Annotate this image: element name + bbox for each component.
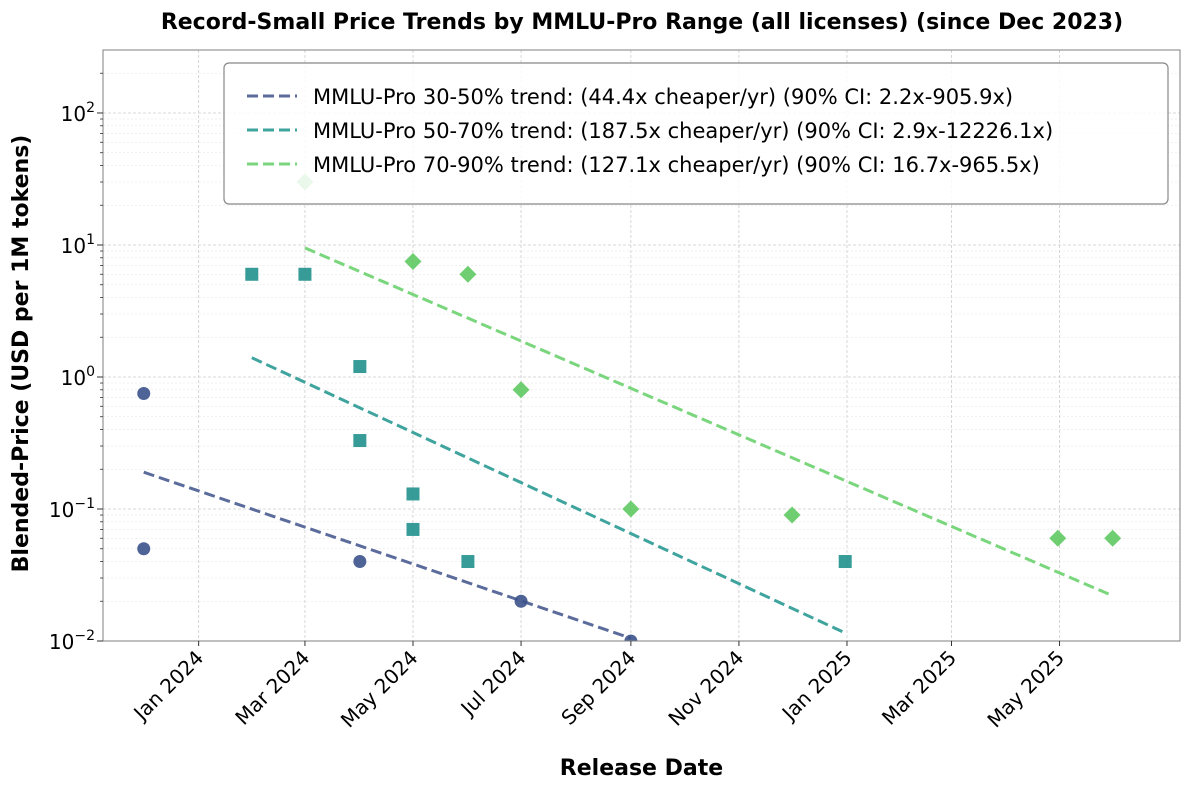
y-tick-label: 10−1 — [49, 496, 95, 522]
data-point — [353, 555, 367, 569]
data-point — [459, 265, 477, 283]
data-point — [624, 634, 638, 641]
y-tick-label: 10−2 — [49, 628, 95, 654]
data-point — [514, 594, 528, 608]
x-tick-label: Nov 2024 — [663, 646, 748, 731]
x-tick-label: Sep 2024 — [556, 646, 640, 730]
data-point — [298, 267, 312, 281]
y-tick-label: 102 — [61, 100, 95, 126]
plot-area-frame — [102, 49, 1181, 642]
x-tick-label: Jan 2024 — [128, 646, 209, 727]
legend-label: MMLU-Pro 30-50% trend: (44.4x cheaper/yr… — [313, 85, 1013, 109]
trend-line — [143, 470, 632, 640]
data-point — [353, 360, 367, 374]
data-point — [1104, 529, 1122, 547]
x-tick-label: Mar 2025 — [877, 646, 961, 730]
x-tick-label: Jan 2025 — [776, 646, 857, 727]
legend-label: MMLU-Pro 50-70% trend: (187.5x cheaper/y… — [313, 119, 1053, 143]
trend-lines — [143, 246, 1114, 640]
x-axis-label: Release Date — [560, 756, 723, 781]
x-axis-ticks: Jan 2024 Mar 2024 May 2024 Jul 2024 Sep 2024… — [128, 641, 1069, 733]
data-point — [137, 542, 151, 556]
x-tick-label: May 2024 — [336, 646, 423, 733]
trend-line — [251, 356, 846, 635]
y-tick-label: 100 — [61, 364, 95, 390]
x-tick-label: May 2025 — [982, 646, 1069, 733]
data-point — [1049, 529, 1067, 547]
data-point — [783, 506, 801, 524]
x-tick-label: Jul 2024 — [455, 646, 531, 722]
legend: MMLU-Pro 30-50% trend: (44.4x cheaper/yr… — [223, 62, 1169, 205]
data-point — [137, 386, 151, 400]
data-point — [245, 267, 259, 281]
data-point — [461, 555, 475, 569]
legend-label: MMLU-Pro 70-90% trend: (127.1x cheaper/y… — [313, 153, 1040, 177]
y-axis-ticks: 10−2 10−1 100 101 102 — [49, 72, 103, 654]
data-point — [406, 487, 420, 501]
chart-title: Record-Small Price Trends by MMLU-Pro Ra… — [161, 10, 1123, 35]
data-point — [406, 522, 420, 536]
legend-box — [223, 62, 1169, 205]
data-point — [512, 381, 530, 399]
trend-line — [304, 246, 1114, 598]
y-axis-label: Blended-Price (USD per 1M tokens) — [9, 135, 34, 573]
y-tick-label: 101 — [61, 232, 95, 258]
data-point — [404, 252, 422, 270]
data-point — [622, 500, 640, 518]
x-tick-label: Mar 2024 — [230, 646, 314, 730]
data-point — [838, 555, 852, 569]
data-point — [353, 434, 367, 448]
